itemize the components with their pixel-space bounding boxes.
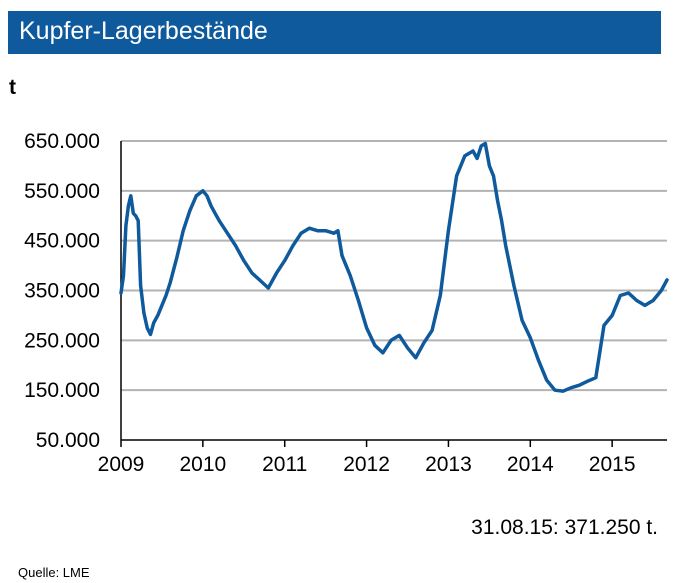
y-tick-label: 350.000: [24, 280, 100, 303]
x-tick-label: 2014: [507, 453, 554, 476]
chart-title: Kupfer-Lagerbestände: [19, 17, 268, 45]
title-bar: Kupfer-Lagerbestände: [8, 11, 661, 54]
x-tick-label: 2010: [179, 453, 226, 476]
x-tick-label: 2012: [343, 453, 390, 476]
y-tick-label: 450.000: [24, 230, 100, 253]
y-tick-label: 550.000: [24, 180, 100, 203]
x-tick-label: 2015: [589, 453, 636, 476]
y-tick-label: 150.000: [24, 379, 100, 402]
x-tick-label: 2011: [262, 453, 307, 476]
source-note: Quelle: LME: [18, 565, 90, 580]
x-tick-label: 2009: [98, 453, 145, 476]
y-axis-unit: t: [9, 76, 16, 99]
y-tick-label: 50.000: [36, 429, 100, 452]
series-line-0: [119, 141, 669, 393]
y-tick-label: 250.000: [24, 329, 100, 352]
last-value-note: 31.08.15: 371.250 t.: [471, 516, 658, 539]
y-tick-label: 650.000: [24, 130, 100, 153]
x-tick-label: 2013: [425, 453, 472, 476]
